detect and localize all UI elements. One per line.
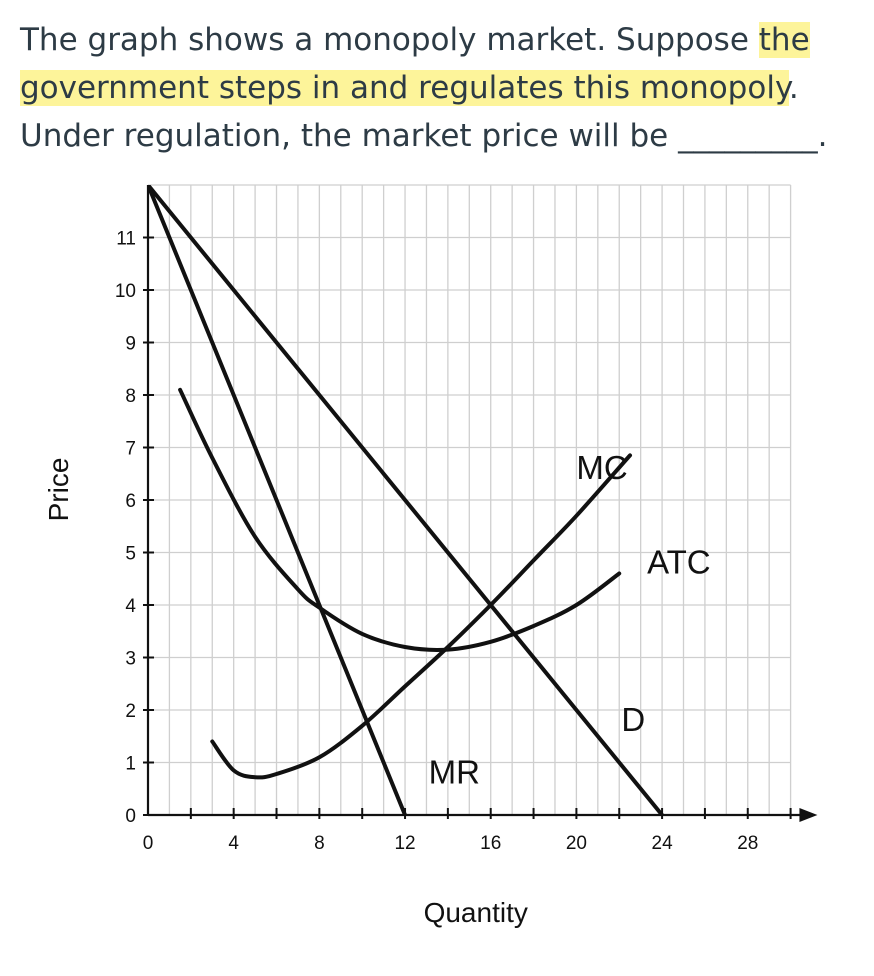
x-tick-label: 0 [143,833,154,854]
y-tick-label: 7 [125,439,136,460]
y-tick-label: 10 [115,281,136,302]
curves [148,185,665,815]
x-tick-label: 20 [566,833,587,854]
curve-label-mr: MR [429,754,480,791]
y-tick-label: 9 [125,334,136,355]
y-tick-label: 1 [125,754,136,775]
x-tick-label: 4 [228,833,239,854]
y-axis-title: Price [43,458,74,522]
x-tick-label: 24 [652,833,674,854]
y-tick-label: 6 [125,491,136,512]
question-end: . [817,118,828,154]
curve-label-d: D [621,701,645,738]
x-tick-label: 16 [480,833,501,854]
grid [148,184,792,815]
curve-mr [148,185,408,815]
question-part2: . Under regulation, the market price wil… [20,70,799,154]
y-tick-label: 11 [116,229,136,250]
curve-labels: MC ATC D MR [429,449,711,791]
x-axis-title: Quantity [424,897,528,928]
y-tick-label: 0 [125,806,136,827]
y-tick-label: 8 [125,386,136,407]
question-part1: The graph shows a monopoly market. Suppo… [20,22,759,58]
axes [143,185,818,822]
x-tick-label: 8 [314,833,325,854]
curve-d [148,185,665,815]
answer-blank[interactable]: _________ [678,118,818,154]
curve-label-atc: ATC [647,544,711,581]
y-tick-label: 4 [125,596,136,617]
y-tick-label: 3 [125,649,136,670]
x-tick-label: 28 [737,833,758,854]
question-text: The graph shows a monopoly market. Suppo… [20,16,860,160]
y-tick-label: 2 [125,701,136,722]
x-axis-arrow-icon [799,808,818,822]
curve-atc [178,387,622,652]
x-tick-label: 12 [394,833,415,854]
y-tick-label: 5 [125,544,136,565]
curve-label-mc: MC [576,449,627,486]
curve-mc [210,453,632,780]
